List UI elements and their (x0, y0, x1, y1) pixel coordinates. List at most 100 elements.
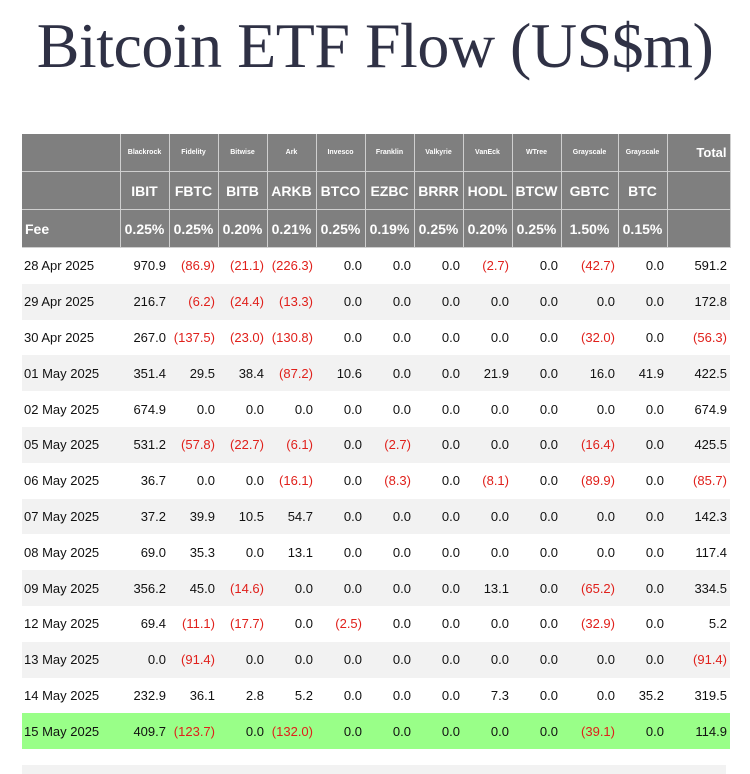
flow-cell: 0.0 (365, 570, 414, 606)
flow-cell: 0.0 (414, 498, 463, 535)
flow-cell: (17.7) (218, 605, 267, 642)
fee-header-row: Fee 0.25% 0.25% 0.20% 0.21% 0.25% 0.19% … (22, 209, 731, 248)
flow-cell: 0.0 (561, 677, 618, 714)
flow-cell: 674.9 (120, 391, 169, 427)
flow-cell: 0.0 (316, 534, 365, 571)
total-cell: 674.9 (667, 391, 730, 427)
flow-cell: 0.0 (414, 677, 463, 714)
flow-cell: 267.0 (120, 319, 169, 356)
total-cell: 425.5 (667, 426, 730, 463)
flow-cell: (132.0) (267, 713, 316, 750)
flow-cell: 0.0 (512, 498, 561, 535)
flow-cell: 2.8 (218, 677, 267, 714)
flow-cell: 0.0 (463, 426, 512, 463)
flow-cell: (2.7) (365, 426, 414, 463)
date-cell: 14 May 2025 (22, 677, 120, 714)
flow-cell: (57.8) (169, 426, 218, 463)
flow-cell: 0.0 (365, 605, 414, 642)
flow-cell: 29.5 (169, 355, 218, 392)
flow-cell: 16.0 (561, 355, 618, 392)
flow-cell: 0.0 (316, 498, 365, 535)
flow-cell: (6.2) (169, 283, 218, 320)
flow-cell: 0.0 (316, 570, 365, 606)
total-header: Total (667, 134, 731, 172)
flow-cell: (6.1) (267, 426, 316, 463)
flow-cell: (32.9) (561, 605, 618, 642)
flow-cell: 0.0 (414, 319, 463, 356)
flow-cell: 0.0 (267, 605, 316, 642)
flow-cell: 0.0 (267, 391, 316, 427)
date-cell: 08 May 2025 (22, 534, 120, 571)
flow-cell: 0.0 (218, 462, 267, 499)
flow-cell: 10.5 (218, 498, 267, 535)
flow-cell: 0.0 (512, 534, 561, 571)
flow-cell: 0.0 (169, 462, 218, 499)
table-body: 28 Apr 2025 970.9 (86.9) (21.1) (226.3) 0.0 0.… (22, 247, 730, 750)
total-cell: 142.3 (667, 498, 730, 535)
table-row: 09 May 2025 356.2 45.0 (14.6) 0.0 0.0 0.0 0.0 13… (22, 570, 730, 606)
flow-cell: 0.0 (512, 570, 561, 606)
flow-cell: 216.7 (120, 283, 169, 320)
flow-cell: 0.0 (316, 391, 365, 427)
flow-cell: 0.0 (618, 570, 667, 606)
flow-cell: 531.2 (120, 426, 169, 463)
flow-cell: 0.0 (414, 462, 463, 499)
issuer-cell: Valkyrie (414, 134, 464, 172)
date-cell: 05 May 2025 (22, 426, 120, 463)
flow-cell: 0.0 (618, 462, 667, 499)
flow-cell: 0.0 (512, 355, 561, 392)
flow-cell: 0.0 (463, 713, 512, 750)
flow-cell: 7.3 (463, 677, 512, 714)
issuer-cell: Bitwise (218, 134, 268, 172)
flow-cell: 36.7 (120, 462, 169, 499)
flow-cell: 0.0 (365, 391, 414, 427)
flow-cell: 351.4 (120, 355, 169, 392)
flow-cell: 0.0 (463, 391, 512, 427)
flow-cell: (14.6) (218, 570, 267, 606)
date-cell: 29 Apr 2025 (22, 283, 120, 320)
flow-cell: 45.0 (169, 570, 218, 606)
date-cell: 30 Apr 2025 (22, 319, 120, 356)
total-cell: 319.5 (667, 677, 730, 714)
flow-cell: 0.0 (414, 713, 463, 750)
fee-cell: 0.20% (218, 209, 268, 248)
table-row: 28 Apr 2025 970.9 (86.9) (21.1) (226.3) 0.0 0.… (22, 247, 730, 284)
flow-cell: 0.0 (512, 283, 561, 320)
flow-cell: 41.9 (618, 355, 667, 392)
flow-cell: 0.0 (561, 641, 618, 678)
flow-cell: (42.7) (561, 247, 618, 284)
flow-cell: 0.0 (463, 319, 512, 356)
flow-cell: 69.4 (120, 605, 169, 642)
date-cell: 01 May 2025 (22, 355, 120, 392)
fee-cell: 0.25% (512, 209, 562, 248)
fee-cell: 0.25% (316, 209, 366, 248)
flow-cell: 0.0 (512, 713, 561, 750)
flow-cell: (130.8) (267, 319, 316, 356)
table-row: 08 May 2025 69.0 35.3 0.0 13.1 0.0 0.0 0.0 0.0 0.… (22, 534, 730, 571)
flow-cell: (2.5) (316, 605, 365, 642)
ticker-cell: ARKB (267, 171, 317, 210)
flow-cell: 37.2 (120, 498, 169, 535)
flow-cell: (86.9) (169, 247, 218, 284)
ticker-cell: FBTC (169, 171, 219, 210)
flow-cell: 0.0 (512, 641, 561, 678)
flow-cell: 0.0 (414, 426, 463, 463)
flow-cell: 0.0 (561, 498, 618, 535)
flow-cell: 0.0 (316, 319, 365, 356)
flow-cell: 0.0 (618, 391, 667, 427)
flow-cell: 0.0 (463, 283, 512, 320)
flow-cell: 0.0 (267, 641, 316, 678)
date-cell: 28 Apr 2025 (22, 247, 120, 284)
ticker-header-row: IBIT FBTC BITB ARKB BTCO EZBC BRRR HODL … (22, 171, 731, 210)
flow-cell: 69.0 (120, 534, 169, 571)
flow-cell: 0.0 (463, 641, 512, 678)
flow-cell: 0.0 (512, 391, 561, 427)
flow-cell: 0.0 (512, 247, 561, 284)
header-blank (667, 209, 731, 248)
flow-cell: (13.3) (267, 283, 316, 320)
total-cell: (91.4) (667, 641, 730, 678)
table-row: 07 May 2025 37.2 39.9 10.5 54.7 0.0 0.0 0.0 0.0 0… (22, 498, 730, 535)
fee-cell: 0.20% (463, 209, 513, 248)
issuer-cell: WTree (512, 134, 562, 172)
flow-cell: (65.2) (561, 570, 618, 606)
